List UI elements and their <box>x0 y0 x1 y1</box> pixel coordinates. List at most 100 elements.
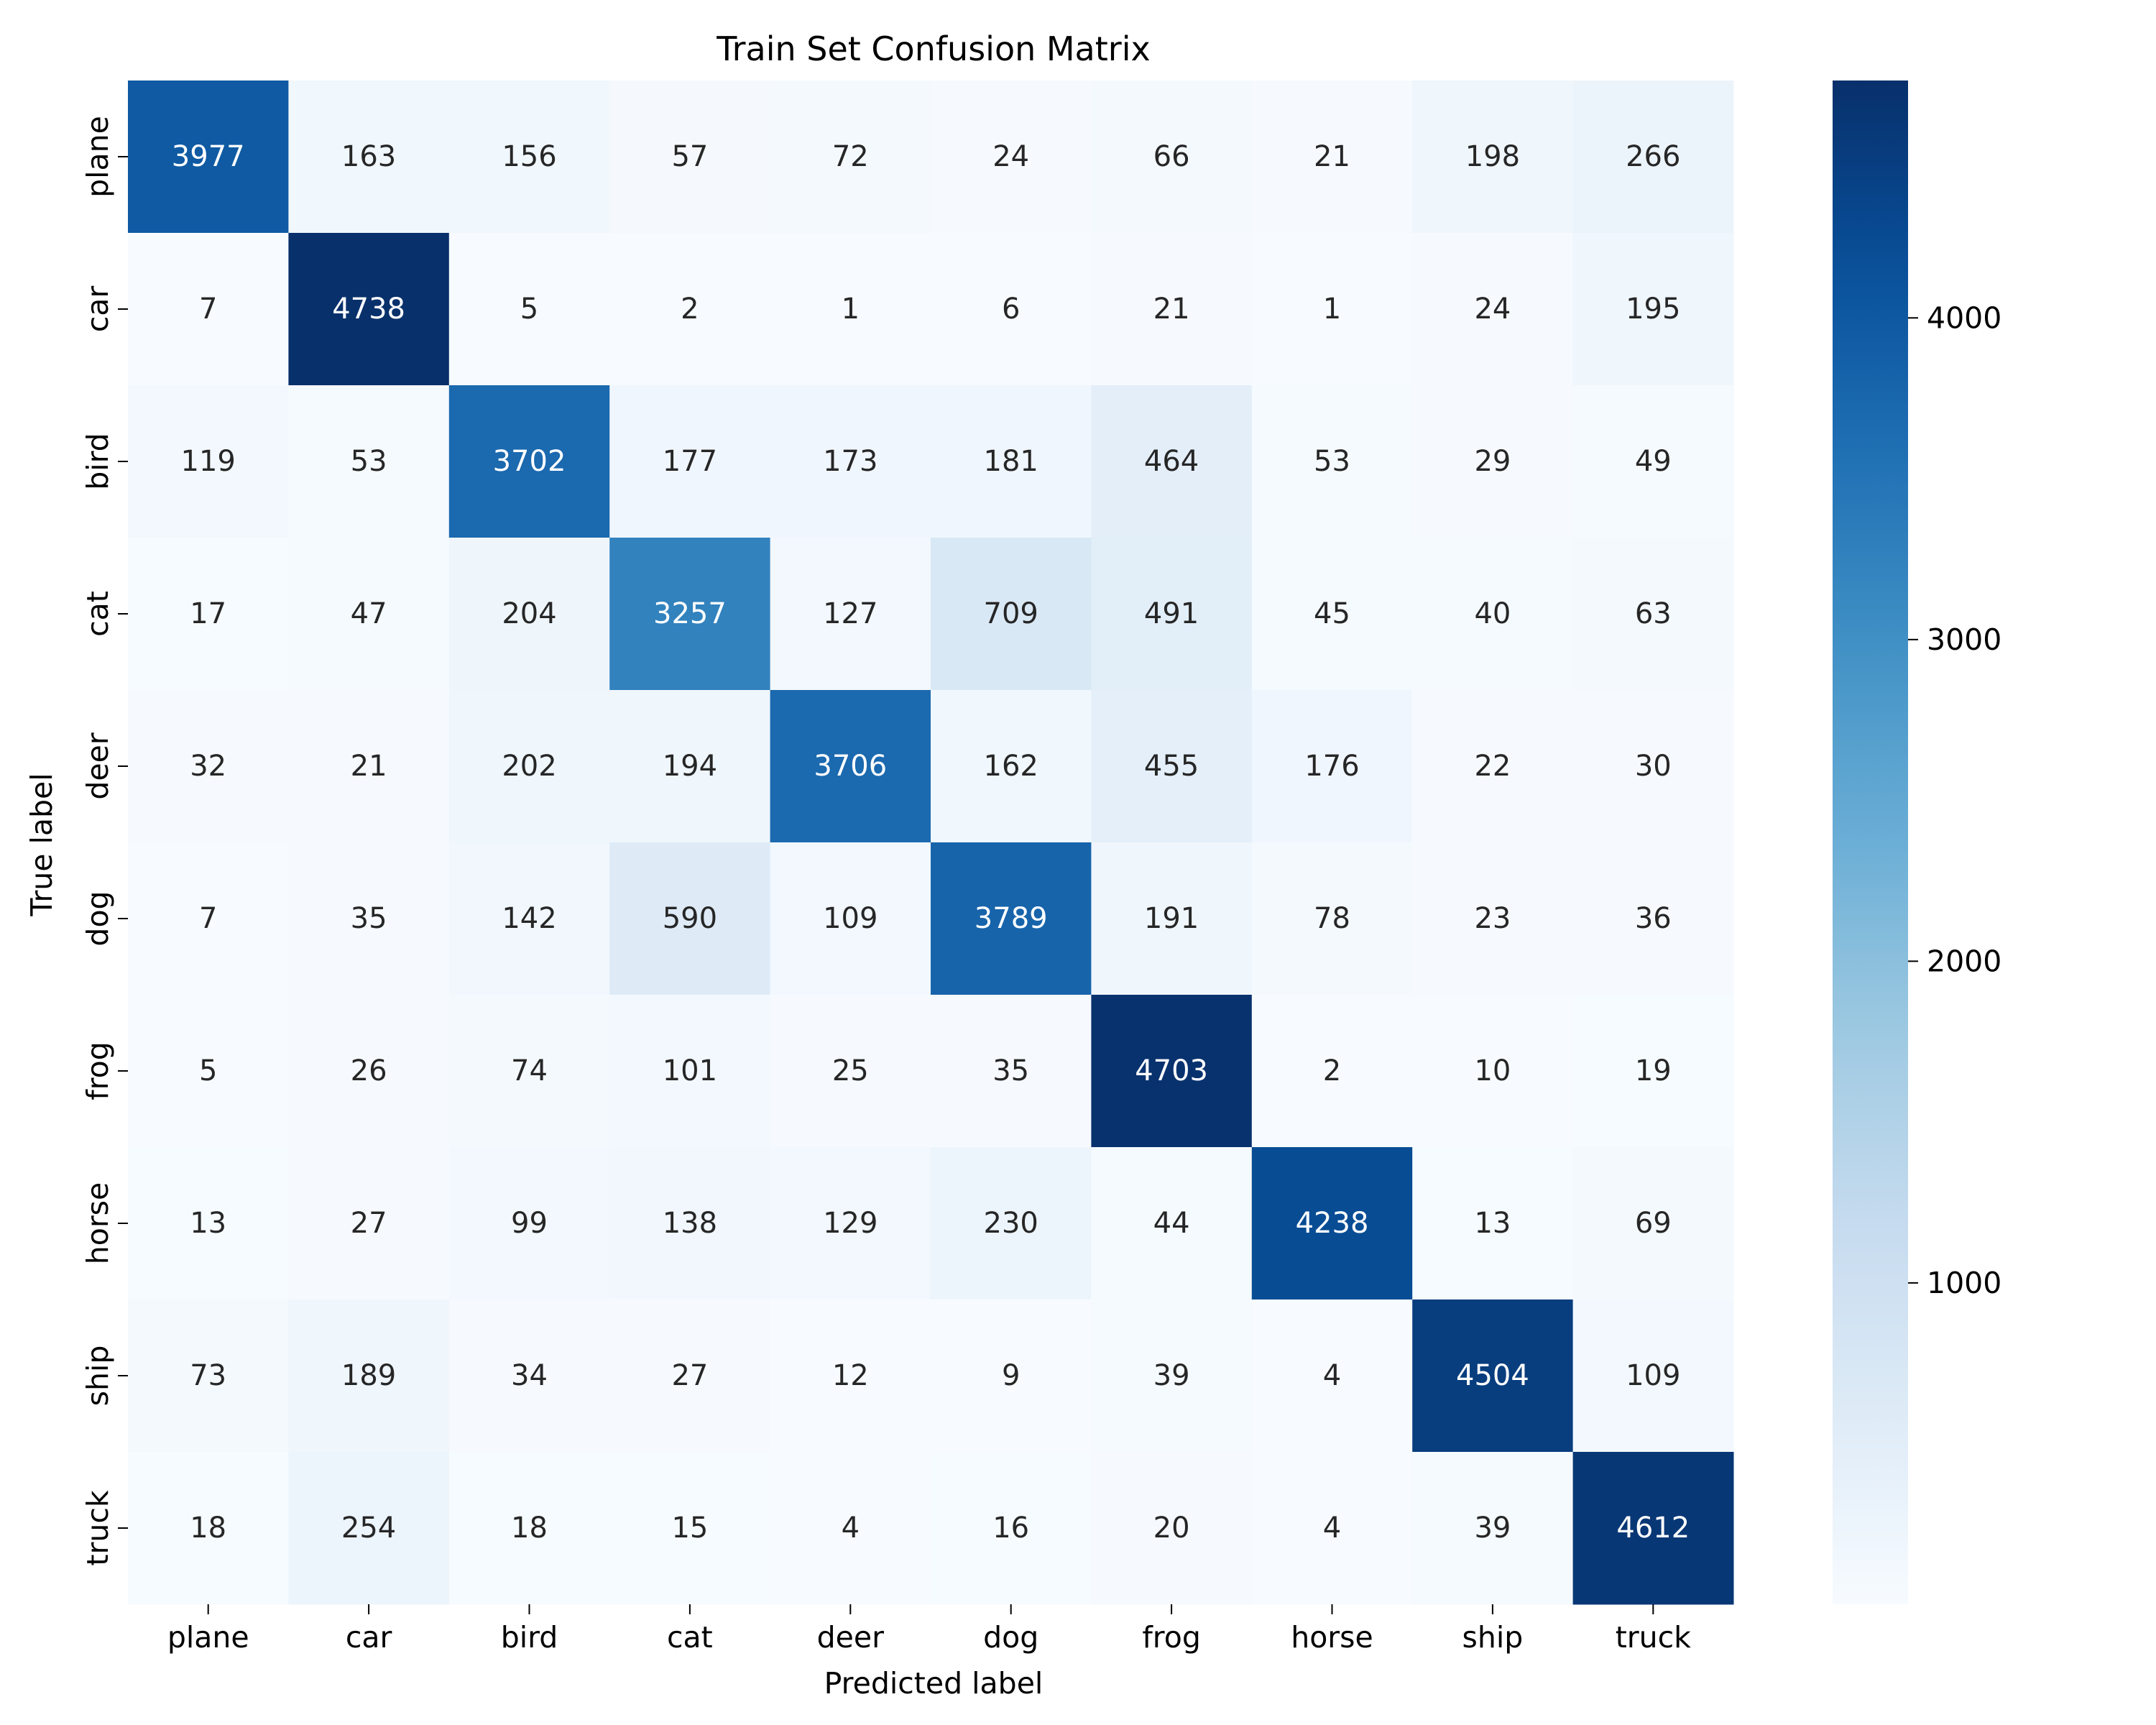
heatmap-cell-value: 3257 <box>653 597 727 630</box>
heatmap-cell <box>128 995 289 1148</box>
heatmap-cell-value: 45 <box>1314 597 1350 630</box>
heatmap-cell <box>1412 538 1574 691</box>
heatmap-cell <box>770 1452 931 1605</box>
heatmap-cell-value: 4703 <box>1135 1054 1208 1087</box>
heatmap-cell <box>931 80 1092 234</box>
x-tick-label: bird <box>501 1620 558 1655</box>
heatmap-cell <box>1091 385 1253 538</box>
heatmap-cell-value: 119 <box>181 445 236 478</box>
x-tick-label: horse <box>1291 1620 1373 1655</box>
heatmap-cell <box>448 1452 610 1605</box>
heatmap-cell-value: 266 <box>1626 140 1680 173</box>
heatmap-cell <box>128 842 289 995</box>
heatmap-cell-value: 18 <box>190 1512 226 1545</box>
heatmap-cell-value: 464 <box>1144 445 1199 478</box>
heatmap-cell-value: 156 <box>502 140 556 173</box>
heatmap-cell <box>288 80 450 234</box>
heatmap-cell-value: 20 <box>1153 1512 1190 1545</box>
heatmap-cell-value: 24 <box>992 140 1029 173</box>
heatmap-cell-value: 72 <box>832 140 869 173</box>
heatmap-cell-value: 13 <box>190 1207 226 1240</box>
heatmap-cell <box>128 1147 289 1300</box>
heatmap-cell-value: 4 <box>1323 1512 1341 1545</box>
heatmap-cell <box>1251 538 1413 691</box>
heatmap-cell <box>931 1147 1092 1300</box>
heatmap-cell-value: 21 <box>1153 293 1190 326</box>
heatmap-cell <box>609 385 771 538</box>
heatmap-cell <box>1412 1452 1574 1605</box>
heatmap-cell-value: 195 <box>1626 293 1680 326</box>
x-tick-label: cat <box>667 1620 713 1655</box>
heatmap-cell-value: 127 <box>823 597 877 630</box>
heatmap-cell-value: 99 <box>511 1207 548 1240</box>
heatmap-cell-value: 173 <box>823 445 877 478</box>
heatmap-cell-value: 194 <box>663 750 717 783</box>
heatmap-cell-value: 491 <box>1144 597 1199 630</box>
x-tick-label: dog <box>983 1620 1038 1655</box>
heatmap-cell <box>931 1452 1092 1605</box>
heatmap-cell-value: 21 <box>351 750 387 783</box>
heatmap-cell <box>770 233 931 386</box>
heatmap-cell <box>1091 690 1253 843</box>
heatmap-cell-value: 44 <box>1153 1207 1190 1240</box>
y-tick-label: car <box>80 286 115 333</box>
heatmap-cell-value: 138 <box>663 1207 717 1240</box>
heatmap-cell-value: 254 <box>341 1512 396 1545</box>
y-tick-label: cat <box>80 591 115 637</box>
heatmap-cell-value: 177 <box>663 445 717 478</box>
heatmap-cell <box>288 1452 450 1605</box>
y-tick-label: dog <box>80 891 115 946</box>
heatmap-cell <box>1251 690 1413 843</box>
heatmap-cell-value: 32 <box>190 750 226 783</box>
x-axis-label: Predicted label <box>824 1666 1044 1701</box>
heatmap-cell <box>448 1300 610 1453</box>
heatmap-cell-value: 23 <box>1474 902 1511 935</box>
colorbar-tick-label: 4000 <box>1927 300 2001 335</box>
heatmap-cell-value: 7 <box>199 293 217 326</box>
colorbar-ticks: 1000 2000 3000 4000 <box>1908 300 2001 1300</box>
heatmap-cell <box>1091 1452 1253 1605</box>
heatmap-cell <box>1412 690 1574 843</box>
heatmap-cell-value: 5 <box>520 293 538 326</box>
heatmap-cell <box>609 538 771 691</box>
heatmap-cell-value: 19 <box>1635 1054 1672 1087</box>
heatmap-cell-value: 24 <box>1474 293 1511 326</box>
heatmap-cell <box>1572 690 1734 843</box>
heatmap-cell <box>1412 842 1574 995</box>
heatmap-cell <box>1251 1147 1413 1300</box>
heatmap-cell <box>288 233 450 386</box>
heatmap-cell-value: 455 <box>1144 750 1199 783</box>
x-tick-label: ship <box>1462 1620 1524 1655</box>
heatmap-cell-value: 4612 <box>1616 1512 1690 1545</box>
heatmap-cell <box>1572 842 1734 995</box>
heatmap-cell-value: 49 <box>1635 445 1672 478</box>
heatmap-cell-value: 202 <box>502 750 556 783</box>
heatmap-cell-value: 34 <box>511 1359 548 1392</box>
heatmap-cell-value: 191 <box>1144 902 1199 935</box>
heatmap-cell <box>1412 1300 1574 1453</box>
heatmap-cell-value: 142 <box>502 902 556 935</box>
heatmap-cell-value: 73 <box>190 1359 226 1392</box>
heatmap-cell <box>1091 1147 1253 1300</box>
heatmap-cell <box>128 538 289 691</box>
heatmap-cell-value: 6 <box>1002 293 1020 326</box>
heatmap-cell-value: 16 <box>992 1512 1029 1545</box>
heatmap-cell-value: 4238 <box>1296 1207 1369 1240</box>
colorbar-tick-label: 3000 <box>1927 622 2001 657</box>
heatmap-cell-value: 2 <box>681 293 699 326</box>
heatmap-cell <box>128 233 289 386</box>
heatmap-cell <box>770 80 931 234</box>
heatmap-cells <box>128 80 1734 1605</box>
heatmap-cell <box>288 1300 450 1453</box>
heatmap-cell <box>128 1452 289 1605</box>
heatmap-cell <box>1251 233 1413 386</box>
x-tick-label: car <box>346 1620 392 1655</box>
heatmap-cell-value: 18 <box>511 1512 548 1545</box>
x-tick-label: plane <box>167 1620 249 1655</box>
heatmap-cell <box>931 842 1092 995</box>
heatmap-cell-value: 176 <box>1304 750 1359 783</box>
heatmap-cell <box>1572 1147 1734 1300</box>
y-tick-label: plane <box>80 116 115 198</box>
